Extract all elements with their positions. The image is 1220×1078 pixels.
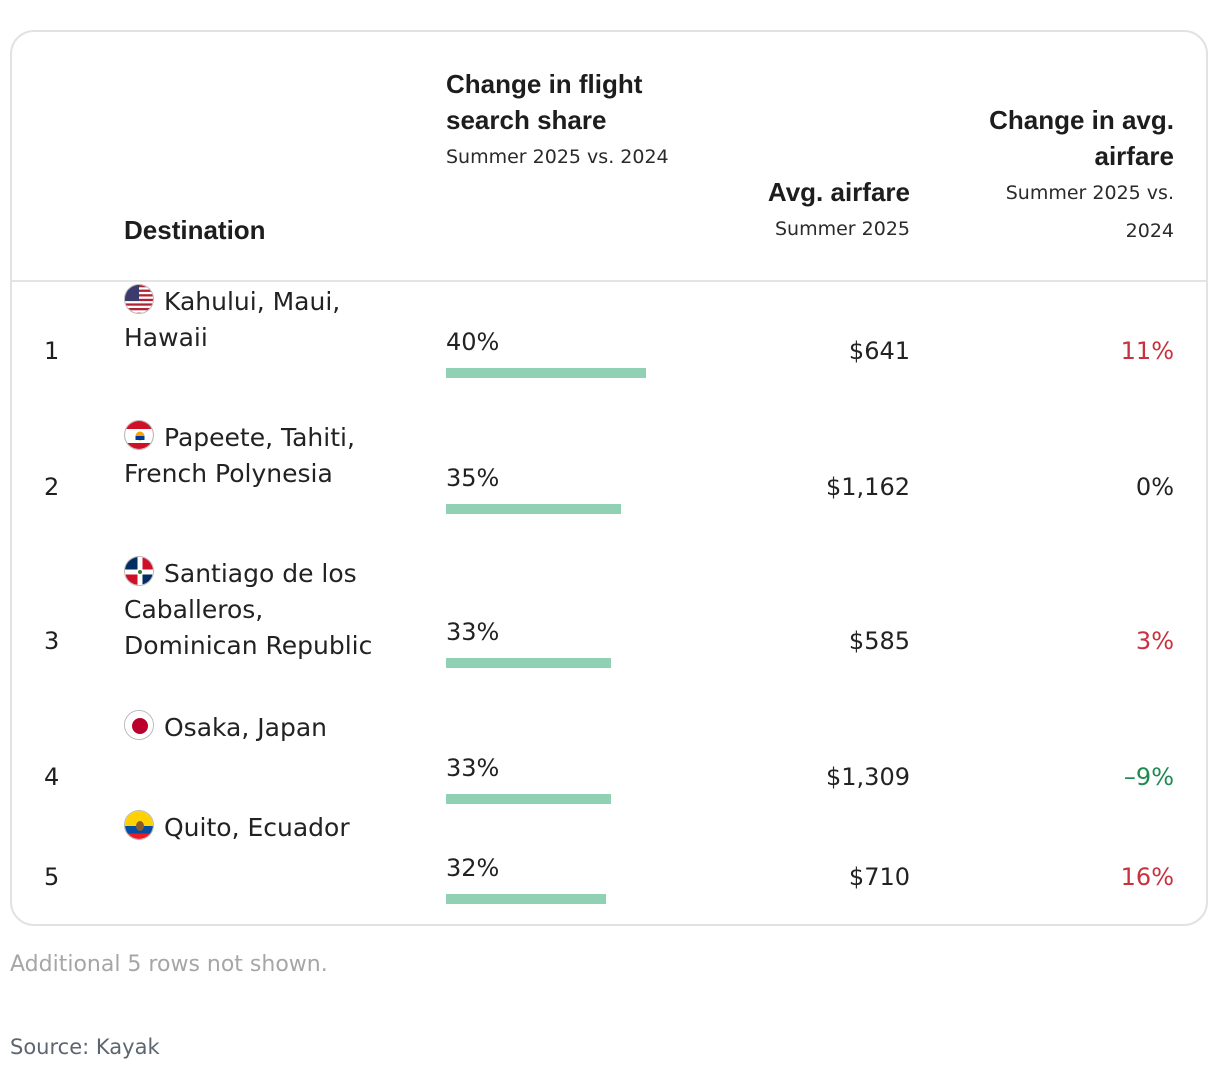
row-airfare-change: 16%	[1120, 863, 1174, 891]
row-share-bar	[446, 368, 646, 378]
row-destination-label: Santiago de los Caballeros, Dominican Re…	[124, 559, 373, 660]
rows-hidden-note: Additional 5 rows not shown.	[10, 952, 328, 977]
row-share-bar	[446, 794, 611, 804]
row-destination: Kahului, Maui, Hawaii	[124, 284, 394, 356]
row-destination-label: Kahului, Maui, Hawaii	[124, 287, 341, 352]
row-destination: Santiago de los Caballeros, Dominican Re…	[124, 556, 394, 664]
row-avg-airfare: $1,309	[826, 763, 910, 791]
data-table-card: Destination Change in flight search shar…	[10, 30, 1208, 926]
row-avg-airfare: $710	[848, 863, 910, 891]
header-airfare-change-title: Change in avg. airfare	[989, 105, 1174, 171]
header-destination: Destination	[124, 212, 266, 248]
row-destination-label: Quito, Ecuador	[164, 813, 350, 842]
header-search-share-title: Change in flight search share	[446, 69, 643, 135]
row-airfare-change: –9%	[1123, 763, 1174, 791]
header-search-share-subtitle: Summer 2025 vs. 2024	[446, 146, 669, 168]
japan-flag-icon	[124, 710, 154, 740]
row-share-bar	[446, 504, 621, 514]
row-share-bar	[446, 658, 611, 668]
row-rank: 2	[44, 473, 60, 501]
row-destination: Osaka, Japan	[124, 710, 394, 746]
row-share-bar	[446, 894, 606, 904]
header-airfare-change-subtitle: Summer 2025 vs. 2024	[1005, 182, 1174, 242]
header-search-share: Change in flight search share Summer 202…	[446, 66, 676, 176]
french-polynesia-flag-icon	[124, 420, 154, 450]
ecuador-flag-icon	[124, 810, 154, 840]
header-airfare-change: Change in avg. airfare Summer 2025 vs. 2…	[954, 102, 1174, 250]
row-airfare-change: 11%	[1120, 337, 1174, 365]
row-destination: Quito, Ecuador	[124, 810, 394, 846]
row-avg-airfare: $1,162	[826, 473, 910, 501]
row-share-label: 33%	[446, 754, 500, 782]
row-avg-airfare: $585	[848, 627, 910, 655]
header-avg-airfare: Avg. airfare Summer 2025	[690, 174, 910, 248]
us-flag-icon	[124, 284, 154, 314]
row-rank: 3	[44, 627, 60, 655]
row-destination-label: Papeete, Tahiti, French Polynesia	[124, 423, 355, 488]
row-rank: 4	[44, 763, 60, 791]
row-airfare-change: 3%	[1135, 627, 1174, 655]
row-rank: 5	[44, 863, 60, 891]
row-share-label: 33%	[446, 618, 500, 646]
row-share-label: 35%	[446, 464, 500, 492]
header-destination-title: Destination	[124, 215, 266, 245]
header-avg-airfare-subtitle: Summer 2025	[774, 218, 910, 240]
row-avg-airfare: $641	[848, 337, 910, 365]
dominican-republic-flag-icon	[124, 556, 154, 586]
row-rank: 1	[44, 337, 60, 365]
source-note: Source: Kayak	[10, 1035, 160, 1059]
row-destination-label: Osaka, Japan	[164, 713, 328, 742]
row-airfare-change: 0%	[1135, 473, 1174, 501]
row-share-label: 40%	[446, 328, 500, 356]
row-destination: Papeete, Tahiti, French Polynesia	[124, 420, 394, 492]
row-share-label: 32%	[446, 854, 500, 882]
header-divider	[12, 280, 1206, 282]
header-avg-airfare-title: Avg. airfare	[767, 177, 910, 207]
